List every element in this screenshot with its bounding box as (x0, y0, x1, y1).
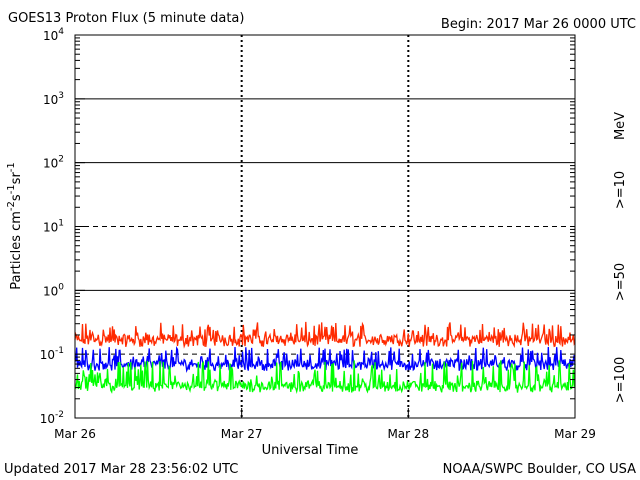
x-tick-labels: Mar 26 Mar 27 Mar 28 Mar 29 (54, 427, 596, 441)
y-tick-labels: 104 103 102 101 100 10-1 10-2 (40, 27, 65, 426)
x-tick-label: Mar 27 (221, 427, 263, 441)
legend-ge10: >=10 (613, 171, 628, 209)
updated-timestamp: Updated 2017 Mar 28 23:56:02 UTC (4, 462, 238, 477)
legend-ge100: >=100 (613, 357, 628, 404)
units-label: MeV (613, 112, 628, 140)
y-tick-label: 102 (43, 155, 64, 171)
begin-label: Begin: 2017 Mar 26 0000 UTC (441, 17, 636, 32)
x-tick-label: Mar 28 (387, 427, 429, 441)
series-line-ge100 (74, 360, 576, 394)
x-tick-label: Mar 29 (554, 427, 596, 441)
series-group (74, 321, 576, 394)
plot-frame (74, 34, 576, 419)
credit-label: NOAA/SWPC Boulder, CO USA (443, 462, 636, 477)
x-axis-label: Universal Time (262, 443, 359, 458)
y-tick-label: 103 (43, 91, 64, 107)
y-tick-label: 104 (43, 27, 64, 43)
legend-ge50: >=50 (613, 263, 628, 301)
series-line-ge50 (74, 345, 576, 374)
y-tick-label: 10-1 (40, 346, 64, 362)
y-tick-label: 101 (43, 219, 64, 235)
y-tick-label: 100 (43, 282, 64, 298)
y-tick-label: 10-2 (40, 410, 64, 426)
x-tick-label: Mar 26 (54, 427, 96, 441)
gridlines (75, 35, 575, 418)
chart-title: GOES13 Proton Flux (5 minute data) (8, 11, 244, 26)
series-line-ge10 (74, 321, 576, 349)
y-axis-label: Particles cm-2s-1sr-1 (6, 162, 24, 290)
